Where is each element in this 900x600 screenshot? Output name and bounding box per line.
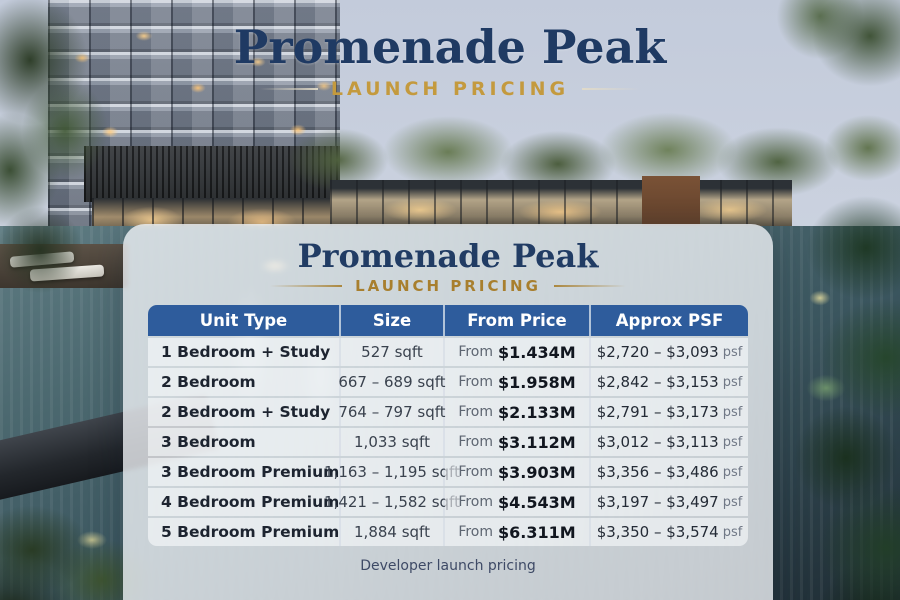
hero-title: Promenade Peak <box>233 20 667 74</box>
price-value: $2.133M <box>498 402 576 422</box>
unit-psf: $3,350 – $3,574 psf <box>591 518 748 547</box>
price-prefix: From <box>458 494 493 511</box>
divider-line <box>259 87 318 90</box>
header-approx-psf: Approx PSF <box>591 305 748 337</box>
price-value: $6.311M <box>498 522 576 542</box>
price-prefix: From <box>458 464 493 481</box>
psf-range: $2,842 – $3,153 <box>596 373 719 392</box>
psf-range: $3,350 – $3,574 <box>596 523 719 542</box>
pricing-card: Promenade Peak LAUNCH PRICING Unit Type … <box>123 224 773 600</box>
price-value: $1.958M <box>498 372 576 392</box>
psf-suffix: psf <box>722 464 743 480</box>
card-subtitle-row: LAUNCH PRICING <box>123 277 773 295</box>
hero-header: Promenade Peak LAUNCH PRICING <box>0 22 900 100</box>
header-size: Size <box>341 305 445 337</box>
unit-size: 667 – 689 sqft <box>338 368 446 397</box>
price-value: $3.112M <box>498 432 576 452</box>
divider-line <box>553 285 626 288</box>
psf-suffix: psf <box>722 374 743 390</box>
unit-type: 3 Bedroom <box>148 428 341 457</box>
psf-suffix: psf <box>722 494 743 510</box>
psf-suffix: psf <box>722 404 743 420</box>
tree-top-left <box>0 0 140 300</box>
table-row: 5 Bedroom Premium 1,884 sqft From $6.311… <box>148 518 748 547</box>
table-row: 1 Bedroom + Study 527 sqft From $1.434M … <box>148 338 748 367</box>
card-subtitle: LAUNCH PRICING <box>355 277 541 296</box>
unit-psf: $2,791 – $3,173 psf <box>591 398 748 427</box>
hero-subtitle: LAUNCH PRICING <box>330 77 570 100</box>
unit-size: 1,421 – 1,582 sqft <box>324 488 460 517</box>
unit-price: From $6.311M <box>445 518 591 547</box>
hero-subtitle-row: LAUNCH PRICING <box>0 78 900 100</box>
psf-range: $3,197 – $3,497 <box>596 493 719 512</box>
psf-suffix: psf <box>722 344 743 360</box>
table-row: 4 Bedroom Premium 1,421 – 1,582 sqft Fro… <box>148 488 748 517</box>
table-row: 2 Bedroom 667 – 689 sqft From $1.958M $2… <box>148 368 748 397</box>
unit-price: From $2.133M <box>445 398 591 427</box>
unit-size: 764 – 797 sqft <box>338 398 446 427</box>
psf-range: $2,720 – $3,093 <box>596 343 719 362</box>
psf-suffix: psf <box>722 434 743 450</box>
psf-range: $3,356 – $3,486 <box>596 463 719 482</box>
price-prefix: From <box>458 374 493 391</box>
card-title: Promenade Peak <box>297 237 599 275</box>
price-value: $1.434M <box>498 342 576 362</box>
table-row: 3 Bedroom Premium 1,163 – 1,195 sqft Fro… <box>148 458 748 487</box>
unit-psf: $2,720 – $3,093 psf <box>591 338 748 367</box>
unit-psf: $3,012 – $3,113 psf <box>591 428 748 457</box>
divider-line <box>582 87 641 90</box>
unit-size: 1,163 – 1,195 sqft <box>324 458 460 487</box>
unit-size: 1,884 sqft <box>341 518 445 547</box>
price-prefix: From <box>458 524 493 541</box>
unit-type: 2 Bedroom + Study <box>148 398 341 427</box>
unit-type: 2 Bedroom <box>148 368 341 397</box>
psf-range: $2,791 – $3,173 <box>596 403 719 422</box>
unit-type: 3 Bedroom Premium <box>148 458 341 487</box>
unit-type: 4 Bedroom Premium <box>148 488 341 517</box>
unit-price: From $3.903M <box>445 458 591 487</box>
unit-price: From $1.958M <box>445 368 591 397</box>
unit-size: 527 sqft <box>341 338 445 367</box>
foliage-right <box>756 178 900 600</box>
divider-line <box>270 285 343 288</box>
pricing-table: Unit Type Size From Price Approx PSF 1 B… <box>148 305 748 547</box>
unit-psf: $2,842 – $3,153 psf <box>591 368 748 397</box>
header-from-price: From Price <box>445 305 591 337</box>
unit-price: From $1.434M <box>445 338 591 367</box>
psf-range: $3,012 – $3,113 <box>596 433 719 452</box>
price-value: $4.543M <box>498 492 576 512</box>
table-row: 3 Bedroom 1,033 sqft From $3.112M $3,012… <box>148 428 748 457</box>
unit-psf: $3,356 – $3,486 psf <box>591 458 748 487</box>
price-prefix: From <box>458 404 493 421</box>
pavilion-photo <box>330 180 792 232</box>
unit-price: From $4.543M <box>445 488 591 517</box>
price-prefix: From <box>458 434 493 451</box>
price-prefix: From <box>458 344 493 361</box>
unit-psf: $3,197 – $3,497 psf <box>591 488 748 517</box>
unit-type: 1 Bedroom + Study <box>148 338 341 367</box>
unit-size: 1,033 sqft <box>341 428 445 457</box>
table-row: 2 Bedroom + Study 764 – 797 sqft From $2… <box>148 398 748 427</box>
developer-pricing-note: Developer launch pricing <box>360 558 536 575</box>
table-header-row: Unit Type Size From Price Approx PSF <box>148 305 748 337</box>
unit-type: 5 Bedroom Premium <box>148 518 341 547</box>
tree-top-right <box>760 0 900 156</box>
psf-suffix: psf <box>722 524 743 540</box>
price-value: $3.903M <box>498 462 576 482</box>
unit-price: From $3.112M <box>445 428 591 457</box>
header-unit-type: Unit Type <box>148 305 341 337</box>
